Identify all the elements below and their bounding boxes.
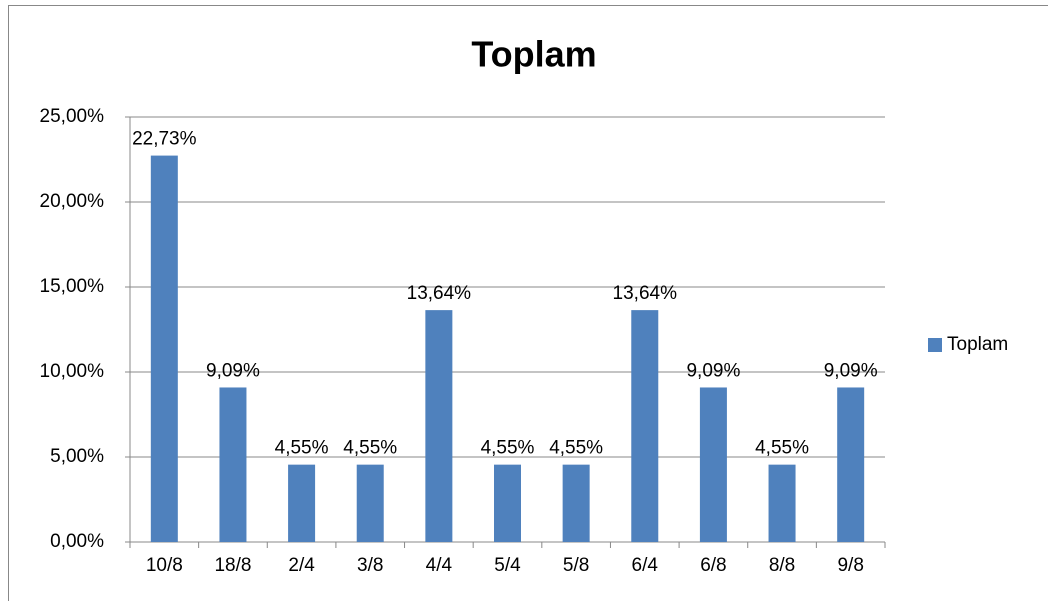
bar bbox=[494, 464, 521, 542]
bar bbox=[768, 464, 796, 542]
data-label: 4,55% bbox=[481, 438, 535, 459]
data-label: 4,55% bbox=[755, 438, 809, 459]
y-tick-label: 5,00% bbox=[50, 446, 104, 467]
x-tick-label: 9/8 bbox=[837, 555, 863, 576]
data-label: 9,09% bbox=[206, 360, 260, 381]
data-label: 4,55% bbox=[343, 438, 397, 459]
x-tick-label: 5/8 bbox=[563, 555, 589, 576]
x-tick-label: 6/4 bbox=[632, 555, 659, 576]
x-tick-label: 4/4 bbox=[426, 555, 453, 576]
legend-label: Toplam bbox=[947, 334, 1008, 355]
data-label: 9,09% bbox=[686, 360, 740, 381]
bar bbox=[699, 387, 727, 542]
data-label: 4,55% bbox=[549, 438, 603, 459]
y-tick-label: 0,00% bbox=[50, 531, 104, 552]
chart-frame bbox=[8, 5, 1048, 601]
x-tick-label: 10/8 bbox=[146, 555, 183, 576]
x-tick-label: 8/8 bbox=[769, 555, 795, 576]
x-tick-label: 3/8 bbox=[357, 555, 383, 576]
y-tick-label: 20,00% bbox=[40, 191, 105, 212]
legend-swatch bbox=[928, 338, 942, 352]
x-tick-label: 2/4 bbox=[288, 555, 315, 576]
bar bbox=[288, 464, 316, 542]
x-tick-label: 18/8 bbox=[214, 555, 251, 576]
y-tick-label: 15,00% bbox=[40, 276, 105, 297]
data-label: 9,09% bbox=[824, 360, 878, 381]
bar bbox=[219, 387, 247, 542]
bar bbox=[356, 464, 384, 542]
x-tick-label: 6/8 bbox=[700, 555, 726, 576]
data-label: 13,64% bbox=[407, 283, 472, 304]
bar bbox=[631, 310, 659, 542]
chart-title: Toplam bbox=[471, 34, 596, 75]
bar bbox=[562, 464, 590, 542]
y-tick-label: 25,00% bbox=[40, 106, 105, 127]
x-tick-label: 5/4 bbox=[494, 555, 521, 576]
data-label: 22,73% bbox=[132, 129, 197, 150]
bar bbox=[150, 155, 178, 542]
bar bbox=[425, 310, 453, 542]
data-label: 4,55% bbox=[275, 438, 329, 459]
y-tick-label: 10,00% bbox=[40, 361, 105, 382]
data-label: 13,64% bbox=[613, 283, 678, 304]
bar bbox=[837, 387, 865, 542]
